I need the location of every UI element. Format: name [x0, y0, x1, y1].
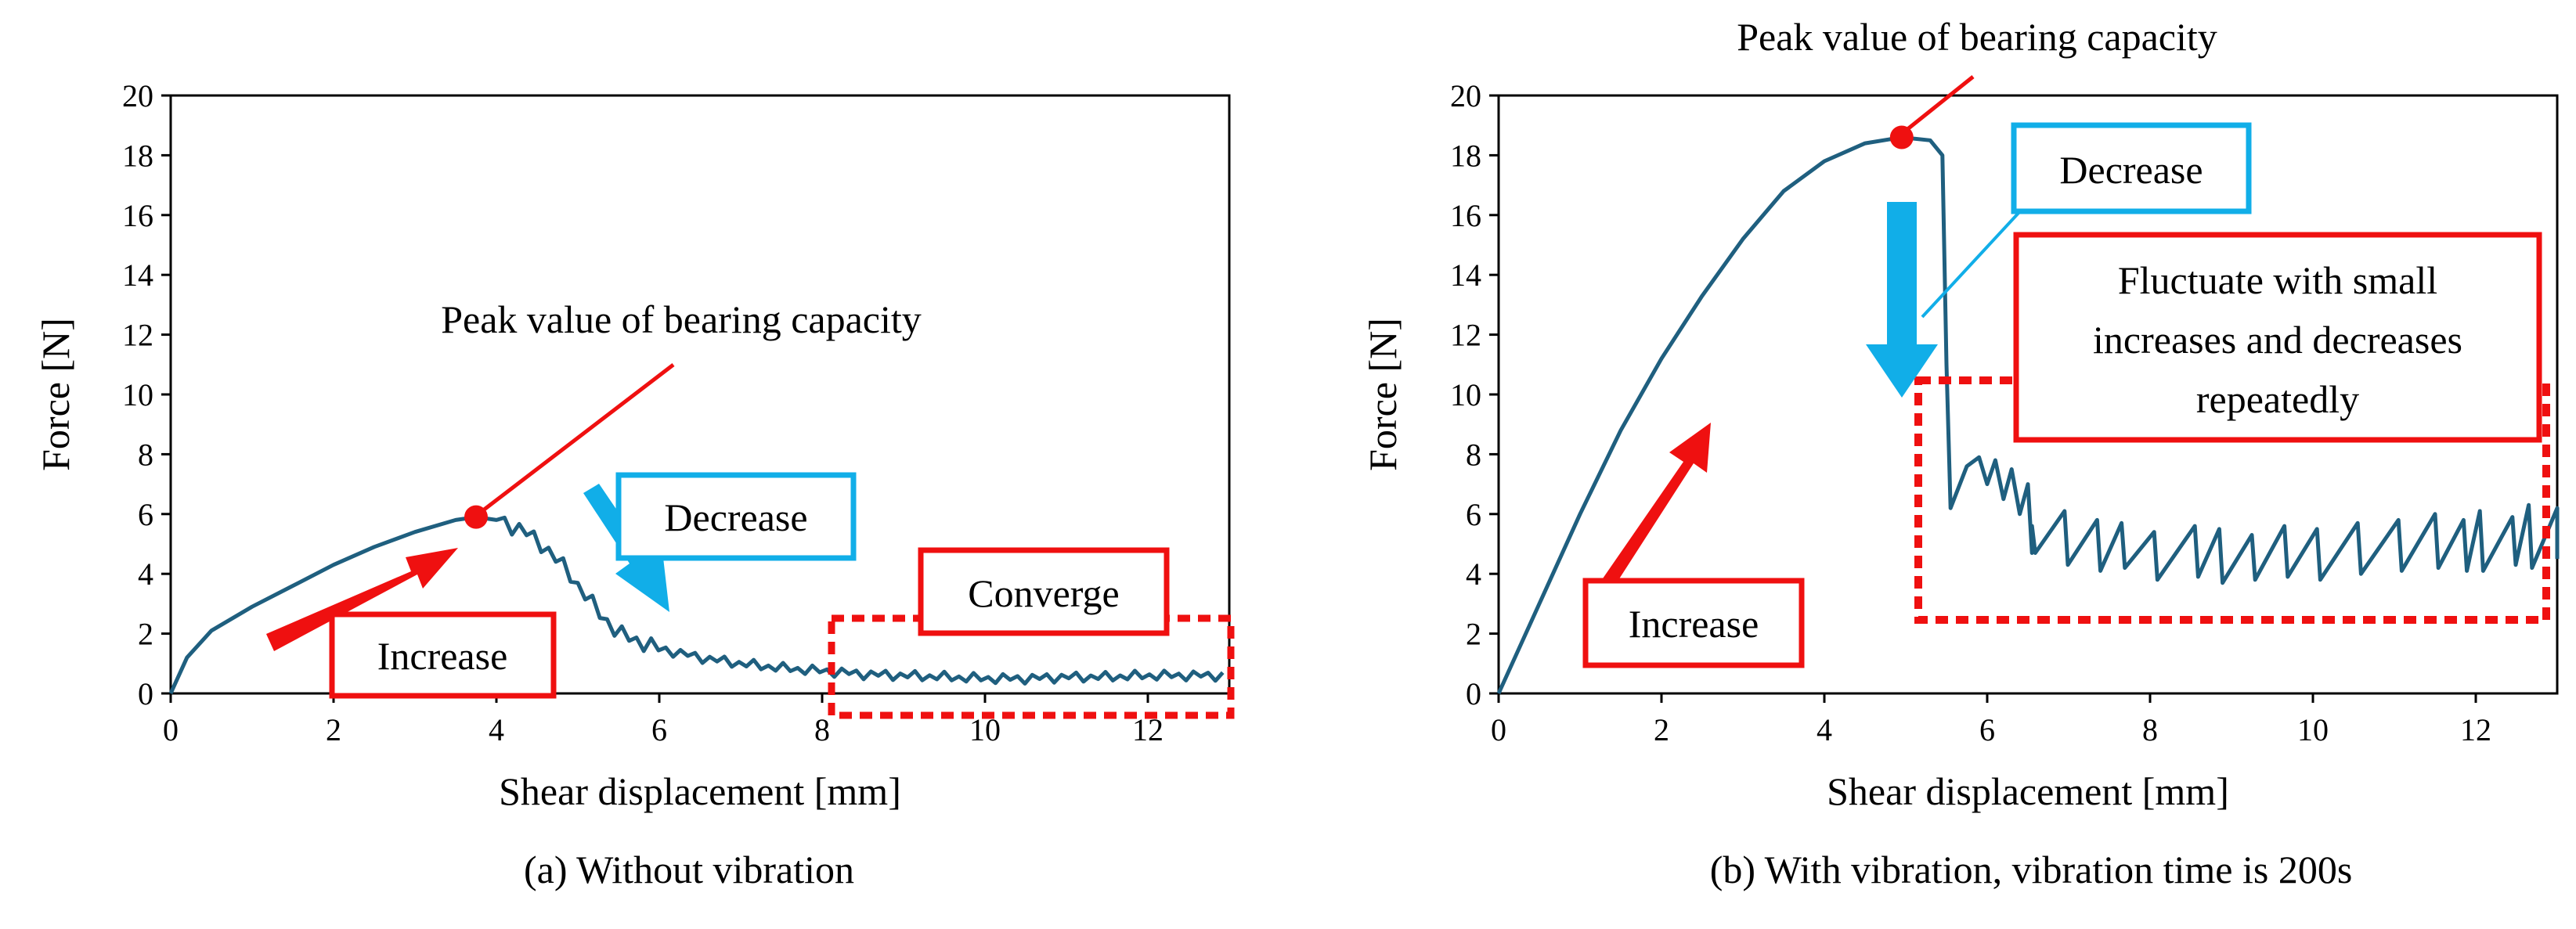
- x-tick-label: 10: [2297, 712, 2329, 747]
- x-tick-label: 6: [1979, 712, 1995, 747]
- decrease-label-a: Decrease: [664, 495, 807, 539]
- x-tick-label: 0: [163, 712, 179, 747]
- y-tick-label: 18: [1450, 138, 1481, 173]
- x-tick-label: 8: [814, 712, 830, 747]
- x-tick-label: 0: [1491, 712, 1506, 747]
- y-tick-label: 2: [138, 617, 153, 652]
- y-tick-label: 10: [1450, 377, 1481, 412]
- x-tick-label: 4: [489, 712, 504, 747]
- peak-marker-a: [464, 505, 488, 529]
- x-tick-label: 6: [651, 712, 667, 747]
- y-tick-label: 2: [1466, 617, 1481, 652]
- y-tick-label: 4: [138, 556, 153, 592]
- chart-panel-b: 0 2 4 6 8 10 12 14 16 18 20 0 2 4 6 8 10 12 Peak value of…: [1361, 15, 2560, 891]
- increase-arrow-b: [1601, 423, 1711, 589]
- peak-label-a: Peak value of bearing capacity: [441, 297, 922, 341]
- y-tick-label: 10: [122, 377, 153, 412]
- x-axis-label-b: Shear displacement [mm]: [1827, 769, 2229, 813]
- increase-arrow-a: [266, 548, 458, 651]
- y-tick-label: 14: [1450, 257, 1481, 293]
- converge-box-a: [918, 547, 1170, 636]
- caption-b: (b) With vibration, vibration time is 20…: [1710, 848, 2353, 891]
- increase-box-a: [329, 611, 557, 699]
- y-tick-label: 16: [1450, 198, 1481, 233]
- axis-ticks-b: 0 2 4 6 8 10 12 14 16 18 20 0 2 4 6 8 10 12: [1450, 78, 2491, 747]
- y-tick-label: 12: [1450, 318, 1481, 353]
- converge-label-a: Converge: [968, 571, 1119, 615]
- y-tick-label: 20: [1450, 78, 1481, 113]
- fluctuate-label-line-1: Fluctuate with small: [2118, 258, 2437, 302]
- x-tick-label: 8: [2142, 712, 2158, 747]
- y-tick-label: 4: [1466, 556, 1481, 592]
- peak-leader-line-a: [471, 363, 675, 520]
- y-tick-label: 14: [122, 257, 153, 293]
- decrease-arrow-b: [1866, 202, 1938, 398]
- y-tick-label: 8: [138, 437, 153, 472]
- y-tick-label: 6: [1466, 497, 1481, 532]
- y-tick-label: 20: [122, 78, 153, 113]
- x-axis-label-a: Shear displacement [mm]: [499, 769, 901, 813]
- y-axis-label-b: Force [N]: [1361, 318, 1405, 471]
- force-curve-a: [168, 515, 1225, 695]
- y-tick-label: 6: [138, 497, 153, 532]
- y-tick-label: 18: [122, 138, 153, 173]
- increase-label-a: Increase: [377, 634, 508, 678]
- increase-label-b: Increase: [1629, 602, 1759, 646]
- y-tick-label: 16: [122, 198, 153, 233]
- increase-box-b: [1582, 578, 1805, 668]
- y-tick-label: 8: [1466, 437, 1481, 472]
- x-tick-label: 2: [1654, 712, 1669, 747]
- y-tick-label: 0: [1466, 676, 1481, 711]
- x-tick-label: 2: [326, 712, 341, 747]
- peak-label-b: Peak value of bearing capacity: [1737, 15, 2217, 59]
- converge-region-box: [828, 614, 1235, 719]
- x-tick-label: 4: [1817, 712, 1832, 747]
- y-tick-label: 0: [138, 676, 153, 711]
- caption-a: (a) Without vibration: [524, 848, 854, 891]
- x-tick-label: 12: [2460, 712, 2491, 747]
- y-tick-label: 12: [122, 318, 153, 353]
- y-axis-label-a: Force [N]: [34, 318, 78, 471]
- fluctuate-label-line-3: repeatedly: [2196, 377, 2359, 421]
- fluctuate-box-b: [2013, 232, 2542, 443]
- fluctuate-label-line-2: increases and decreases: [2093, 318, 2462, 362]
- decrease-box-a: [615, 472, 857, 561]
- decrease-label-b: Decrease: [2059, 148, 2203, 192]
- decrease-leader-line-b: [1921, 210, 2022, 319]
- peak-marker-b: [1889, 125, 1914, 149]
- decrease-box-b: [2011, 122, 2252, 214]
